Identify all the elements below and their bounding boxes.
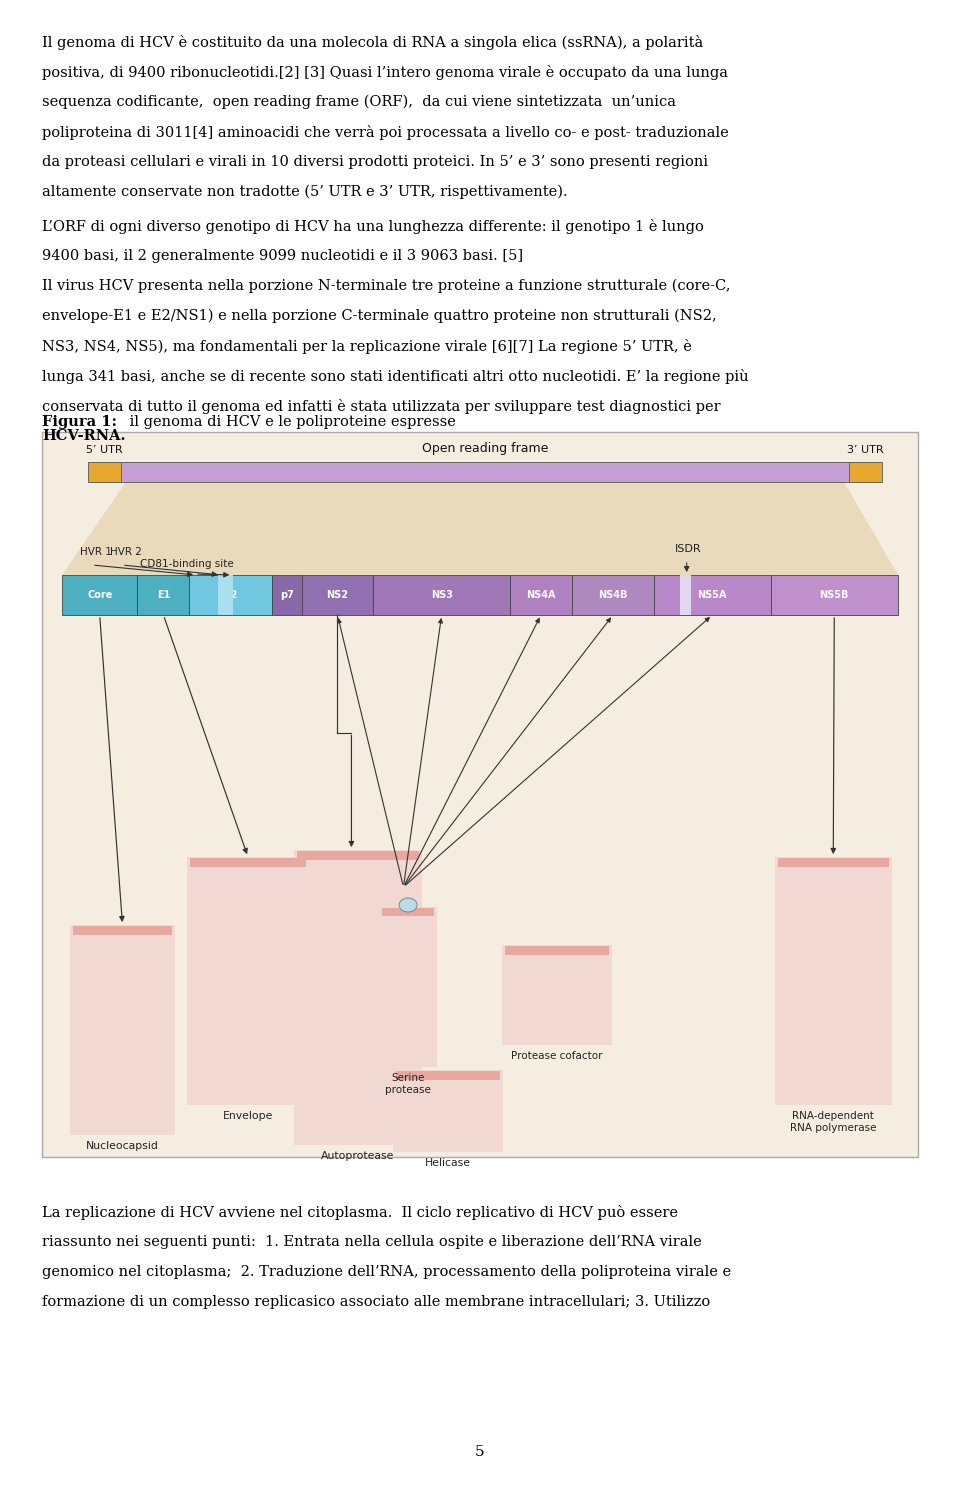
Text: NS3, NS4, NS5), ma fondamentali per la replicazione virale [6][7] La regione 5’ : NS3, NS4, NS5), ma fondamentali per la r… (42, 339, 692, 354)
Bar (778, 858, 889, 867)
Text: Core: Core (87, 590, 112, 599)
Text: envelope-E1 e E2/NS1) e nella porzione C-terminale quattro proteine non struttur: envelope-E1 e E2/NS1) e nella porzione C… (42, 309, 717, 323)
Text: E2: E2 (224, 590, 237, 599)
Text: CD81-binding site: CD81-binding site (140, 559, 233, 570)
Text: NS4B: NS4B (598, 590, 628, 599)
Text: Serine
protease: Serine protease (385, 1074, 431, 1094)
Text: Il genoma di HCV è costituito da una molecola di RNA a singola elica (ssRNA), a : Il genoma di HCV è costituito da una mol… (42, 36, 704, 51)
Bar (775, 857, 892, 1105)
Bar (373, 575, 510, 616)
Bar (510, 575, 572, 616)
Text: La replicazione di HCV avviene nel citoplasma.  Il ciclo replicativo di HCV può : La replicazione di HCV avviene nel citop… (42, 1204, 678, 1219)
Bar (396, 1071, 500, 1080)
Text: HVR 2: HVR 2 (110, 547, 142, 558)
Text: Protease cofactor: Protease cofactor (512, 1051, 603, 1062)
Bar (680, 575, 691, 616)
Text: Il virus HCV presenta nella porzione N-terminale tre proteine a funzione struttu: Il virus HCV presenta nella porzione N-t… (42, 280, 731, 293)
Text: Figura 1:: Figura 1: (42, 415, 117, 430)
Bar (42, 433, 918, 1157)
Bar (393, 1071, 503, 1152)
Text: RNA-dependent
RNA polymerase: RNA-dependent RNA polymerase (790, 1111, 876, 1133)
Bar (505, 946, 610, 955)
Text: NS2: NS2 (326, 590, 348, 599)
Bar (294, 851, 421, 1145)
Bar (301, 575, 373, 616)
Text: NS5A: NS5A (698, 590, 727, 599)
Text: formazione di un complesso replicasico associato alle membrane intracellulari; 3: formazione di un complesso replicasico a… (42, 1295, 710, 1309)
Text: Autoprotease: Autoprotease (322, 1151, 395, 1161)
Text: p7: p7 (279, 590, 294, 599)
Text: positiva, di 9400 ribonucleotidi.[2] [3] Quasi l’intero genoma virale è occupato: positiva, di 9400 ribonucleotidi.[2] [3]… (42, 65, 728, 80)
Bar (502, 946, 612, 1045)
Bar (771, 575, 898, 616)
Bar (70, 925, 175, 1135)
Text: NS4A: NS4A (526, 590, 556, 599)
Bar (379, 907, 437, 1068)
Bar (272, 575, 301, 616)
Text: Envelope: Envelope (223, 1111, 274, 1121)
Bar (218, 575, 233, 616)
Text: 5’ UTR: 5’ UTR (86, 445, 123, 455)
Text: HCV-RNA.: HCV-RNA. (42, 430, 126, 443)
Polygon shape (62, 482, 898, 575)
Bar (187, 857, 309, 1105)
Text: Nucleocapsid: Nucleocapsid (86, 1141, 159, 1151)
Bar (121, 462, 849, 482)
Text: 3’ UTR: 3’ UTR (847, 445, 884, 455)
Text: poliproteina di 3011[4] aminoacidi che verrà poi processata a livello co- e post: poliproteina di 3011[4] aminoacidi che v… (42, 125, 729, 140)
Text: sequenza codificante,  open reading frame (ORF),  da cui viene sintetizzata  un’: sequenza codificante, open reading frame… (42, 95, 676, 110)
Bar (654, 575, 771, 616)
Text: Helicase: Helicase (425, 1158, 471, 1167)
Text: NS5B: NS5B (820, 590, 849, 599)
Bar (297, 851, 419, 859)
Text: 5: 5 (475, 1445, 485, 1459)
Text: L’ORF di ogni diverso genotipo di HCV ha una lunghezza differente: il genotipo 1: L’ORF di ogni diverso genotipo di HCV ha… (42, 219, 704, 233)
Bar (88, 462, 121, 482)
Text: ISDR: ISDR (675, 544, 702, 555)
Text: da proteasi cellulari e virali in 10 diversi prodotti proteici. In 5’ e 3’ sono : da proteasi cellulari e virali in 10 div… (42, 155, 708, 170)
Ellipse shape (399, 898, 417, 912)
Text: HVR 1: HVR 1 (80, 547, 112, 558)
Text: altamente conservate non tradotte (5’ UTR e 3’ UTR, rispettivamente).: altamente conservate non tradotte (5’ UT… (42, 184, 567, 199)
Text: 9400 basi, il 2 generalmente 9099 nucleotidi e il 3 9063 basi. [5]: 9400 basi, il 2 generalmente 9099 nucleo… (42, 248, 523, 263)
Text: conservata di tutto il genoma ed infatti è stata utilizzata per sviluppare test : conservata di tutto il genoma ed infatti… (42, 399, 721, 413)
Text: lunga 341 basi, anche se di recente sono stati identificati altri otto nucleotid: lunga 341 basi, anche se di recente sono… (42, 369, 749, 384)
Bar (189, 575, 272, 616)
Bar (62, 575, 137, 616)
Text: riassunto nei seguenti punti:  1. Entrata nella cellula ospite e liberazione del: riassunto nei seguenti punti: 1. Entrata… (42, 1236, 702, 1249)
Text: il genoma di HCV e le poliproteine espresse: il genoma di HCV e le poliproteine espre… (125, 415, 456, 430)
Bar (137, 575, 189, 616)
Text: genomico nel citoplasma;  2. Traduzione dell’RNA, processamento della poliprotei: genomico nel citoplasma; 2. Traduzione d… (42, 1265, 732, 1279)
Bar (382, 909, 434, 916)
Text: NS3: NS3 (431, 590, 452, 599)
Bar (572, 575, 654, 616)
Bar (190, 858, 306, 867)
Text: Open reading frame: Open reading frame (421, 442, 548, 455)
Bar (849, 462, 882, 482)
Bar (73, 926, 172, 934)
Text: E1: E1 (156, 590, 170, 599)
